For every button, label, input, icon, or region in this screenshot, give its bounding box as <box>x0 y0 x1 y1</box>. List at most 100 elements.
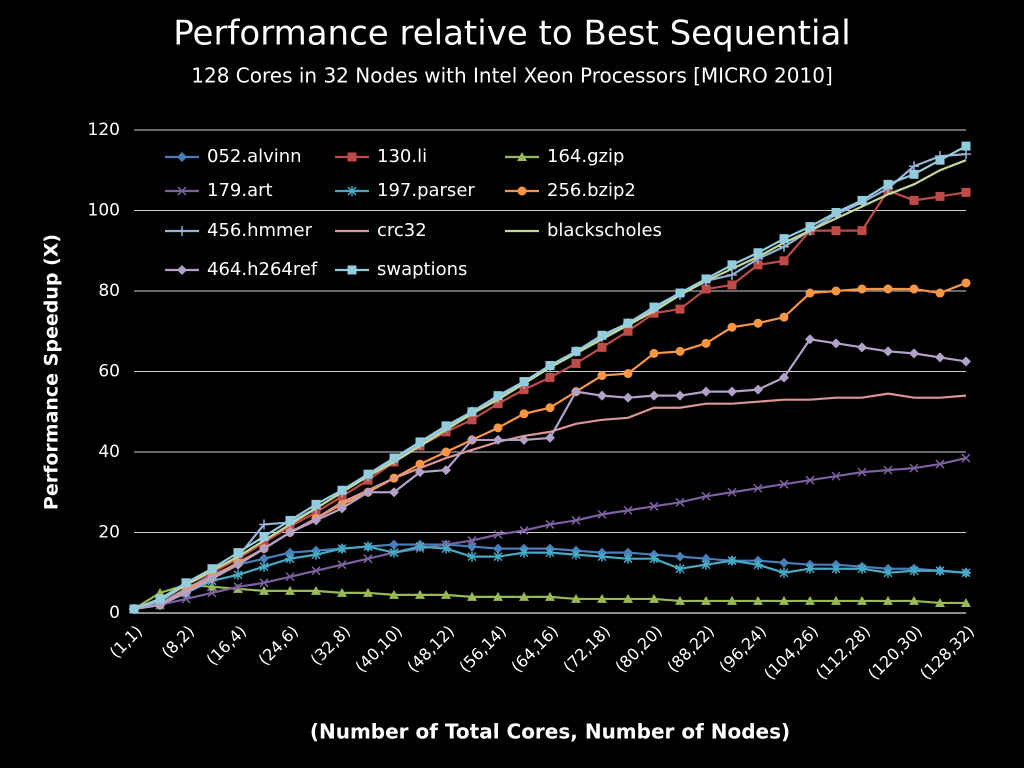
marker <box>753 595 763 605</box>
marker <box>727 487 737 497</box>
marker <box>571 386 581 397</box>
marker <box>363 469 373 479</box>
marker <box>935 565 945 576</box>
marker <box>935 459 945 469</box>
chart-subtitle: 128 Cores in 32 Nodes with Intel Xeon Pr… <box>191 64 833 88</box>
marker <box>493 391 503 401</box>
marker <box>493 423 503 433</box>
marker <box>779 479 789 489</box>
marker <box>909 169 919 179</box>
marker <box>961 567 971 578</box>
marker <box>675 595 685 605</box>
marker <box>285 515 295 525</box>
legend-label: 179.art <box>207 180 273 201</box>
marker <box>753 384 763 395</box>
marker <box>415 437 425 447</box>
marker <box>883 284 893 294</box>
y-axis-label: Performance Speedup (X) <box>41 234 63 510</box>
marker <box>649 593 659 603</box>
legend-label: 197.parser <box>377 180 475 201</box>
marker <box>207 588 217 598</box>
marker <box>857 195 867 205</box>
marker <box>779 256 789 266</box>
marker <box>623 326 633 336</box>
marker <box>129 604 139 614</box>
marker <box>649 348 659 358</box>
marker <box>701 386 711 397</box>
y-tick-label: 60 <box>98 362 120 382</box>
marker <box>675 497 685 507</box>
marker <box>545 432 555 443</box>
marker <box>857 563 867 574</box>
marker <box>155 594 165 604</box>
marker <box>935 191 945 201</box>
marker <box>883 179 893 189</box>
marker <box>545 519 555 529</box>
legend-label: 464.h264ref <box>207 259 318 280</box>
marker <box>597 330 607 340</box>
marker <box>883 595 893 605</box>
marker <box>337 543 347 554</box>
marker <box>493 551 503 562</box>
marker <box>389 487 399 498</box>
marker <box>571 358 581 368</box>
marker <box>177 152 187 162</box>
marker <box>597 342 607 352</box>
marker <box>909 195 919 205</box>
marker <box>285 527 295 538</box>
marker <box>467 407 477 417</box>
marker <box>545 591 555 601</box>
y-tick-label: 100 <box>88 201 120 221</box>
marker <box>961 278 971 288</box>
marker <box>727 555 737 566</box>
marker <box>753 483 763 493</box>
y-tick-label: 0 <box>109 603 120 623</box>
marker <box>961 141 971 151</box>
marker <box>441 465 451 476</box>
marker <box>467 551 477 562</box>
marker <box>517 152 527 161</box>
marker <box>649 501 659 511</box>
marker <box>389 539 399 550</box>
marker <box>675 551 685 562</box>
marker <box>493 529 503 540</box>
marker <box>909 161 919 172</box>
marker <box>415 541 425 552</box>
marker <box>233 583 243 593</box>
legend-label: swaptions <box>377 259 467 280</box>
marker <box>311 499 321 509</box>
marker <box>519 377 529 387</box>
marker <box>883 346 893 357</box>
marker <box>961 356 971 367</box>
marker <box>285 585 295 595</box>
marker <box>259 578 269 588</box>
marker <box>233 548 243 558</box>
marker <box>389 589 399 599</box>
marker <box>623 369 633 379</box>
marker <box>727 269 737 280</box>
marker <box>961 453 971 463</box>
marker <box>909 595 919 605</box>
y-tick-label: 40 <box>98 442 120 462</box>
marker <box>675 304 685 314</box>
marker <box>207 581 217 591</box>
marker <box>961 597 971 607</box>
marker <box>831 563 841 574</box>
marker <box>623 318 633 328</box>
marker <box>493 591 503 601</box>
marker <box>233 569 243 580</box>
marker <box>805 222 815 232</box>
marker <box>177 186 187 196</box>
marker <box>415 589 425 599</box>
marker <box>779 312 789 322</box>
marker <box>467 415 477 425</box>
marker <box>623 593 633 603</box>
marker <box>545 403 555 413</box>
marker <box>207 573 217 584</box>
marker <box>909 565 919 576</box>
marker <box>597 551 607 562</box>
marker <box>701 274 711 284</box>
marker <box>259 532 269 542</box>
marker <box>623 505 633 515</box>
